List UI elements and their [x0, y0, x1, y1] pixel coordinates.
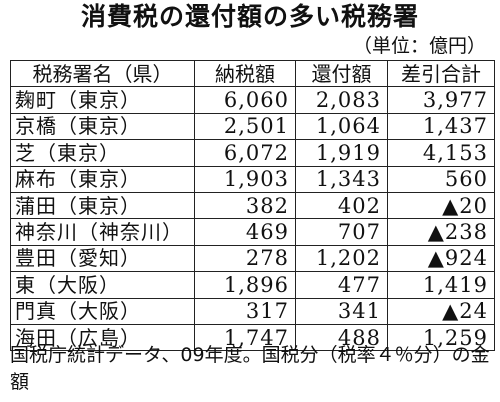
tax-refund-table: 税務署名（県） 納税額 還付額 差引合計 麹町（東京） 6,060 2,083 … — [10, 59, 495, 352]
office-cell: 海田（広島） — [10, 323, 195, 352]
table-row: 京橋（東京） 2,501 1,064 1,437 — [10, 112, 495, 141]
table-row: 東（大阪） 1,896 477 1,419 — [10, 271, 495, 299]
refund-cell: 1,202 — [295, 244, 388, 273]
paid-cell: 382 — [194, 191, 296, 220]
paid-cell: 6,060 — [194, 86, 296, 114]
table-row: 麹町（東京） 6,060 2,083 3,977 — [10, 86, 495, 114]
page-title: 消費税の還付額の多い税務署 — [80, 2, 419, 31]
office-cell: 麹町（東京） — [10, 86, 195, 114]
paid-cell: 2,501 — [194, 112, 296, 141]
table-row: 蒲田（東京） 382 402 ▲20 — [10, 191, 495, 220]
office-cell: 東（大阪） — [10, 271, 195, 299]
refund-cell: 477 — [295, 271, 388, 299]
office-cell: 麻布（東京） — [10, 165, 195, 193]
source-note: 国税庁統計データ、09年度。国税分（税率４％分）の金額 — [10, 344, 490, 393]
column-header-net: 差引合計 — [387, 59, 495, 88]
refund-cell: 341 — [295, 297, 388, 325]
net-cell: 1,437 — [387, 112, 495, 141]
column-header-office: 税務署名（県） — [10, 59, 195, 88]
office-cell: 蒲田（東京） — [10, 191, 195, 220]
office-cell: 門真（大阪） — [10, 297, 195, 325]
table-row: 海田（広島） 1,747 488 1,259 — [10, 323, 495, 352]
refund-cell: 1,343 — [295, 165, 388, 193]
net-cell: 560 — [387, 165, 495, 193]
paid-cell: 469 — [194, 218, 296, 246]
column-header-paid: 納税額 — [194, 59, 296, 88]
table-row: 芝（東京） 6,072 1,919 4,153 — [10, 139, 495, 167]
office-cell: 芝（東京） — [10, 139, 195, 167]
net-cell: 3,977 — [387, 86, 495, 114]
paid-cell: 317 — [194, 297, 296, 325]
refund-cell: 488 — [295, 323, 388, 352]
net-cell: 1,259 — [387, 323, 495, 352]
table-row: 神奈川（神奈川） 469 707 ▲238 — [10, 218, 495, 246]
refund-cell: 2,083 — [295, 86, 388, 114]
table-row: 門真（大阪） 317 341 ▲24 — [10, 297, 495, 325]
paid-cell: 6,072 — [194, 139, 296, 167]
office-cell: 神奈川（神奈川） — [10, 218, 195, 246]
unit-label: （単位：億円） — [352, 35, 486, 57]
office-cell: 豊田（愛知） — [10, 244, 195, 273]
table-row: 麻布（東京） 1,903 1,343 560 — [10, 165, 495, 193]
paid-cell: 1,747 — [194, 323, 296, 352]
net-cell: ▲924 — [387, 244, 495, 273]
refund-cell: 707 — [295, 218, 388, 246]
office-cell: 京橋（東京） — [10, 112, 195, 141]
net-cell: ▲238 — [387, 218, 495, 246]
table-row: 豊田（愛知） 278 1,202 ▲924 — [10, 244, 495, 273]
paid-cell: 278 — [194, 244, 296, 273]
header-row: 税務署名（県） 納税額 還付額 差引合計 — [10, 59, 495, 88]
net-cell: 1,419 — [387, 271, 495, 299]
paid-cell: 1,903 — [194, 165, 296, 193]
net-cell: 4,153 — [387, 139, 495, 167]
paid-cell: 1,896 — [194, 271, 296, 299]
refund-cell: 402 — [295, 191, 388, 220]
refund-cell: 1,064 — [295, 112, 388, 141]
net-cell: ▲24 — [387, 297, 495, 325]
net-cell: ▲20 — [387, 191, 495, 220]
refund-cell: 1,919 — [295, 139, 388, 167]
column-header-refund: 還付額 — [295, 59, 388, 88]
